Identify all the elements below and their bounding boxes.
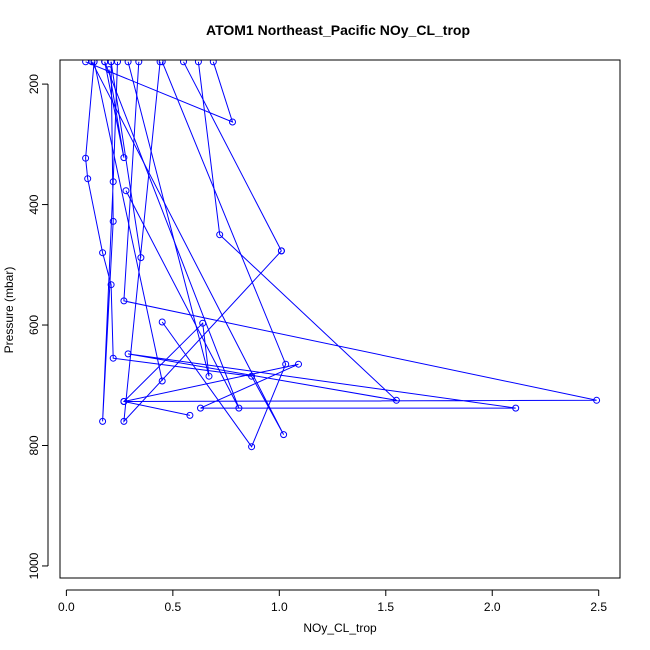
axes-layer: 0.0 0.5 1.0 1.5 2.0 2.5 200 400 600 800 1000 bbox=[27, 74, 607, 614]
x-tick-label-2: 0.5 bbox=[165, 600, 182, 614]
data-point-4-2 bbox=[109, 178, 117, 186]
data-point-7-11 bbox=[194, 60, 202, 66]
y-axis-label: Pressure (mbar) bbox=[2, 267, 16, 354]
data-point-8-4 bbox=[158, 60, 166, 66]
series-line-1 bbox=[85, 61, 234, 123]
data-point-4-4 bbox=[109, 217, 117, 225]
data-point-2-6 bbox=[109, 354, 117, 362]
series-line-10 bbox=[122, 61, 210, 416]
data-point-7-3 bbox=[593, 396, 601, 404]
x-tick-label-5: 2.0 bbox=[484, 600, 501, 614]
series-layer bbox=[82, 60, 601, 451]
data-point-12-1 bbox=[277, 247, 285, 255]
data-point-2-8 bbox=[280, 431, 288, 439]
plot-frame bbox=[59, 59, 621, 579]
x-tick-label-4: 1.5 bbox=[377, 600, 394, 614]
data-point-7-10 bbox=[216, 231, 224, 239]
x-tick-label-3: 1.0 bbox=[271, 600, 288, 614]
data-point-7-6 bbox=[197, 404, 204, 412]
data-point-10-1 bbox=[186, 411, 194, 419]
chart-title: ATOM1 Northeast_Pacific NOy_CL_trop bbox=[206, 22, 470, 38]
data-point-12-2 bbox=[180, 60, 187, 66]
data-point-8-2 bbox=[248, 443, 256, 451]
data-point-2-2 bbox=[82, 154, 90, 162]
data-point-9-2 bbox=[120, 417, 128, 425]
data-point-1-3 bbox=[209, 60, 217, 66]
data-point-10-2 bbox=[120, 398, 128, 405]
data-point-8-1 bbox=[158, 318, 166, 326]
x-tick-label-1: 0.0 bbox=[58, 600, 75, 614]
data-point-2-5 bbox=[107, 281, 115, 289]
data-point-4-3 bbox=[99, 417, 107, 425]
data-point-2-4 bbox=[99, 249, 107, 257]
series-line-2 bbox=[85, 61, 285, 435]
data-point-2-3 bbox=[84, 175, 92, 183]
series-line-4 bbox=[102, 61, 118, 422]
series-line-11 bbox=[93, 61, 163, 382]
data-point-10-3 bbox=[199, 319, 207, 327]
series-line-6 bbox=[110, 61, 142, 258]
data-point-7-7 bbox=[512, 404, 520, 412]
y-tick-label-3: 600 bbox=[27, 315, 41, 335]
data-point-7-5 bbox=[295, 360, 302, 368]
series-line-9 bbox=[123, 61, 282, 423]
y-tick-label-2: 400 bbox=[27, 194, 41, 214]
data-point-7-2 bbox=[120, 297, 128, 305]
data-point-6-2 bbox=[107, 60, 115, 66]
y-tick-label-4: 800 bbox=[27, 435, 41, 455]
series-line-7 bbox=[123, 61, 597, 409]
y-tick-label-5: 1000 bbox=[27, 552, 41, 579]
x-tick-label-6: 2.5 bbox=[590, 600, 607, 614]
data-point-3-2 bbox=[120, 154, 128, 162]
data-point-10-4 bbox=[205, 372, 213, 380]
data-point-11-1 bbox=[158, 377, 166, 385]
data-point-1-2 bbox=[229, 118, 236, 126]
y-tick-label-1: 200 bbox=[27, 74, 41, 94]
data-point-7-1 bbox=[135, 60, 143, 66]
data-point-9-3 bbox=[156, 60, 164, 66]
x-axis-label: NOy_CL_trop bbox=[303, 621, 377, 635]
series-line-8 bbox=[161, 61, 287, 448]
series-line-12 bbox=[183, 61, 282, 252]
data-point-5-1 bbox=[122, 187, 130, 195]
data-point-2-9 bbox=[88, 60, 96, 66]
data-point-10-5 bbox=[124, 60, 132, 66]
data-point-7-9 bbox=[392, 396, 400, 404]
data-point-11-2 bbox=[90, 60, 98, 66]
data-point-8-3 bbox=[282, 360, 290, 368]
